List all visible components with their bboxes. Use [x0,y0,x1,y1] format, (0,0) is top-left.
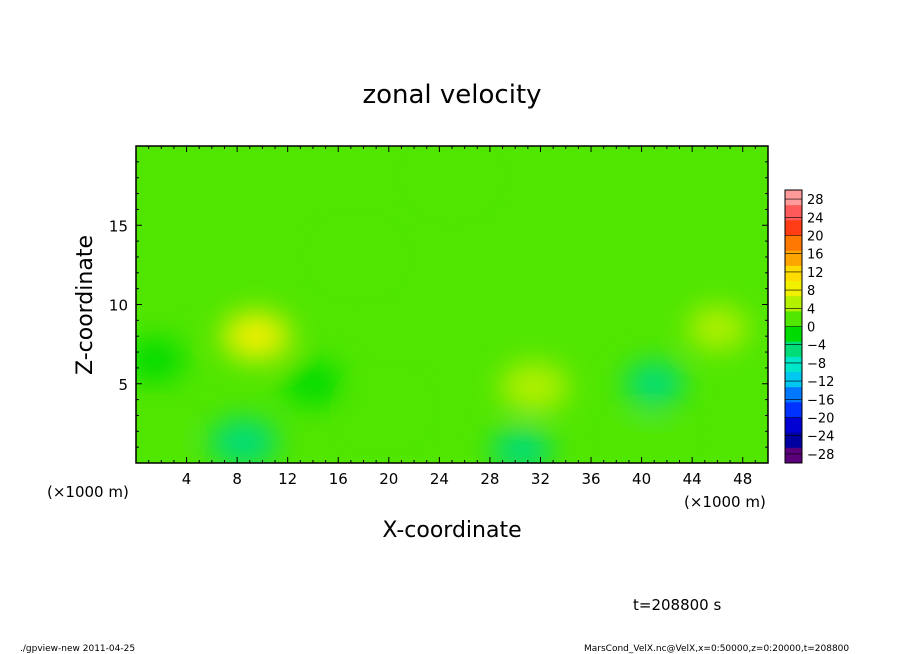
colorbar-segment [785,205,802,221]
field-feature [136,337,185,382]
colorbar-segment [785,341,802,358]
y-tick-label: 10 [109,297,128,315]
colorbar-label: −8 [807,357,826,372]
y-tick-label: 15 [109,217,128,235]
field-feature [617,417,678,462]
field-feature [491,428,552,463]
colorbar-label: 16 [807,248,824,263]
y-tick-label: 5 [118,376,128,394]
x-tick-label: 8 [232,470,242,488]
colorbar-label: 8 [807,284,815,299]
colorbar-segment [785,311,802,327]
x-tick-label: 4 [182,470,192,488]
chart-title: zonal velocity [362,80,541,110]
x-tick-label: 24 [430,470,449,488]
colorbar-segment [785,402,802,418]
x-tick-label: 32 [531,470,550,488]
field-feature [500,362,569,411]
x-tick-label: 36 [581,470,600,488]
colorbar-segment [785,220,802,236]
colorbar-segment [785,265,802,282]
footer-left: ./gpview-new 2011-04-25 [20,644,135,654]
x-tick-label: 40 [632,470,651,488]
x-tick-label: 44 [683,470,702,488]
field-feature [327,234,388,279]
colorbar-segment [785,190,802,206]
x-axis-label: X-coordinate [382,518,521,543]
colorbar-label: 4 [807,302,815,317]
time-annotation: t=208800 s [633,596,721,614]
field-feature [687,306,748,351]
x-unit-right: (×1000 m) [684,493,766,511]
colorbar-segment [785,235,802,252]
colorbar-segment [785,417,802,434]
colorbar-label: −16 [807,393,834,408]
x-tick-label: 20 [379,470,398,488]
field-feature [422,155,482,200]
colorbar-segment [785,326,802,343]
colorbar-label: −4 [807,339,826,354]
colorbar: 28 24 20 16 12 8 4 0 −4 −8 −12 −16 −20 −24 −28 [784,189,834,464]
colorbar-segment [785,372,802,388]
colorbar-label: 12 [807,266,824,281]
colorbar-label: 20 [807,230,824,245]
colorbar-segment [785,432,802,449]
colorbar-segment [785,356,802,373]
colorbar-label: 28 [807,193,824,208]
colorbar-label: −12 [807,375,834,390]
colorbar-label: −24 [807,430,834,445]
x-tick-label: 16 [329,470,348,488]
y-axis-label: Z-coordinate [73,235,98,375]
colorbar-segment [785,296,802,312]
colorbar-segment [785,447,802,464]
colorbar-label: 24 [807,211,824,226]
x-tick-label: 12 [278,470,297,488]
field-feature [282,361,343,406]
field-feature [222,312,291,361]
x-tick-label: 28 [480,470,499,488]
colorbar-segment [785,387,802,403]
y-axis: 5 10 15 [109,161,768,448]
colorbar-segment [785,281,802,297]
footer-right: MarsCond_VelX.nc@VelX,x=0:50000,z=0:2000… [584,644,849,654]
field-feature [624,361,685,406]
colorbar-label: 0 [807,321,815,336]
colorbar-label: −28 [807,448,834,463]
field-features [136,155,748,463]
x-tick-label: 48 [733,470,752,488]
colorbar-segment [785,250,802,267]
x-axis: 4 8 12 16 20 24 28 32 36 40 44 48 [148,146,756,488]
field-feature [136,417,185,462]
x-unit-left: (×1000 m) [47,483,129,501]
field-feature [209,418,278,463]
colorbar-label: −20 [807,412,834,427]
field-feature [352,385,413,430]
